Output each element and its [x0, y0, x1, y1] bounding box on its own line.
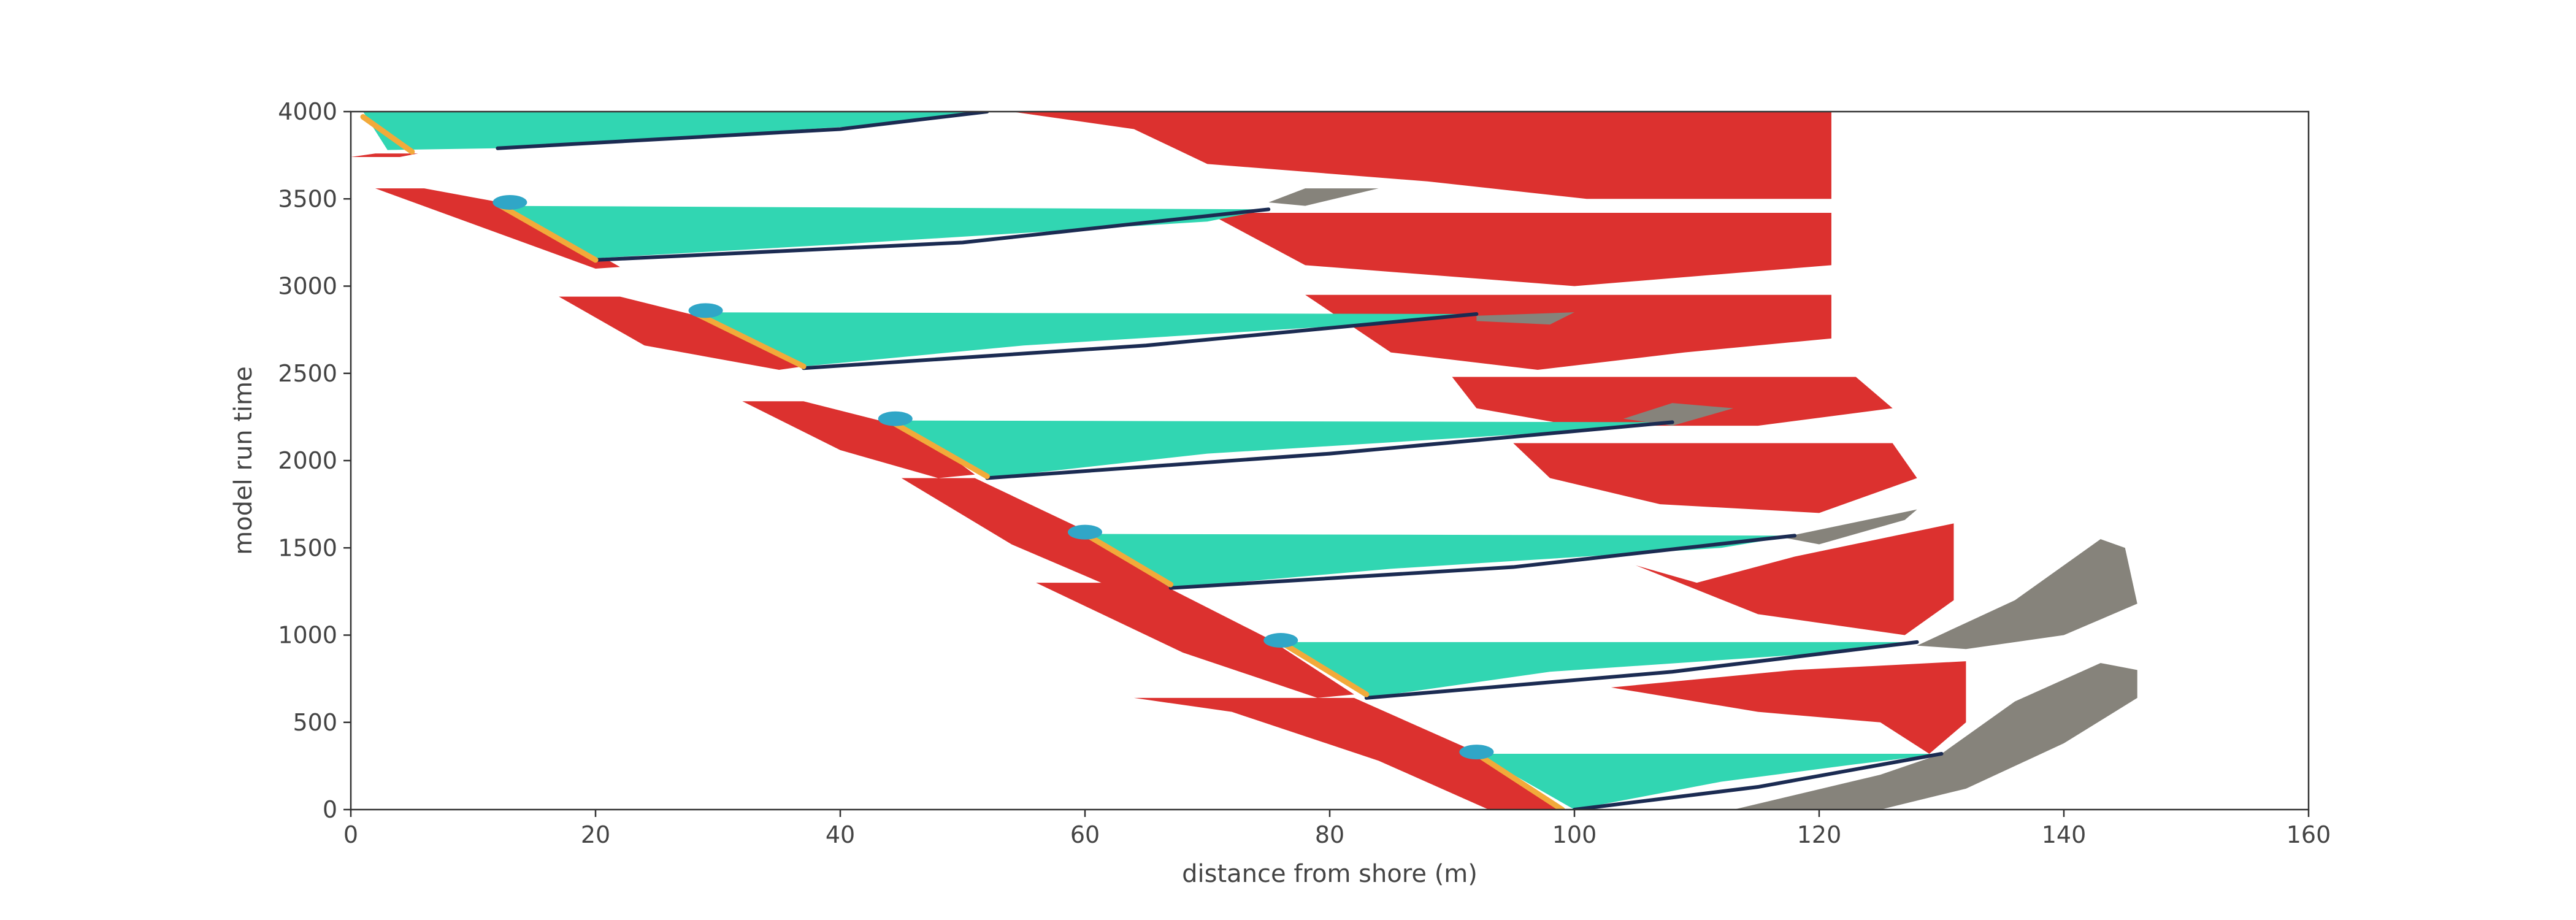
region-red-13	[1611, 661, 1966, 754]
y-tick-label-1: 500	[293, 709, 337, 736]
region-teal-14	[362, 112, 987, 150]
region-teal-20	[1476, 753, 1942, 810]
cap-marker-5	[1459, 745, 1494, 760]
line-navy-6	[1573, 751, 1944, 810]
region-red-4	[901, 478, 1171, 592]
y-tick-label-0: 0	[323, 796, 337, 823]
region-red-0	[351, 153, 418, 157]
y-tick-label-7: 3500	[278, 185, 337, 212]
line-orange-11	[1082, 531, 1174, 588]
line-navy-1	[594, 207, 1271, 262]
region-gray-25	[1917, 539, 2137, 650]
region-red-7	[1011, 112, 1831, 199]
cap-marker-1	[688, 303, 723, 318]
line-navy-0	[496, 112, 989, 150]
x-tick-label-7: 140	[2042, 821, 2087, 848]
region-red-9	[1305, 294, 1831, 370]
y-tick-label-6: 3000	[278, 273, 337, 300]
region-red-3	[742, 401, 975, 478]
x-tick-label-4: 80	[1315, 821, 1344, 848]
line-orange-10	[886, 418, 990, 480]
y-tick-label-4: 2000	[278, 447, 337, 474]
x-tick-label-1: 20	[581, 821, 610, 848]
region-red-12	[1635, 523, 1954, 635]
x-axis-label: distance from shore (m)	[1182, 860, 1478, 888]
line-orange-7	[360, 114, 415, 155]
region-red-11	[1513, 443, 1917, 513]
y-tick-label-3: 1500	[278, 534, 337, 561]
y-tick-label-2: 1000	[278, 622, 337, 649]
x-tick-label-8: 160	[2287, 821, 2331, 848]
line-orange-9	[691, 309, 807, 369]
x-tick-label-5: 100	[1552, 821, 1597, 848]
y-axis-label: model run time	[229, 366, 258, 555]
region-teal-19	[1281, 642, 1917, 698]
region-red-5	[1036, 583, 1354, 698]
line-navy-3	[985, 420, 1674, 480]
x-tick-label-0: 0	[343, 821, 358, 848]
y-tick-label-8: 4000	[278, 98, 337, 125]
region-teal-15	[497, 205, 1269, 258]
region-teal-16	[693, 312, 1477, 367]
x-tick-label-3: 60	[1070, 821, 1100, 848]
line-navy-2	[802, 312, 1479, 370]
cap-marker-0	[493, 194, 527, 210]
x-tick-label-6: 120	[1797, 821, 1842, 848]
line-navy-5	[1364, 640, 1919, 700]
y-tick-label-5: 2500	[278, 360, 337, 387]
line-orange-12	[1278, 639, 1370, 697]
line-orange-13	[1473, 751, 1565, 810]
cap-marker-2	[878, 411, 913, 426]
region-gray-22	[1476, 312, 1574, 325]
region-teal-18	[1085, 534, 1795, 588]
x-tick-label-2: 40	[826, 821, 855, 848]
region-gray-24	[1782, 509, 1917, 545]
region-teal-17	[889, 420, 1673, 478]
region-red-1	[375, 188, 620, 269]
region-red-2	[559, 296, 804, 370]
region-red-8	[1207, 213, 1831, 286]
cap-marker-3	[1068, 524, 1102, 540]
line-orange-8	[494, 201, 599, 263]
region-gray-26	[1733, 663, 2137, 810]
tick-layer: 0 20 40 60 80 100 120 140 160 0 500 1000 1500 2000 250…	[278, 98, 2331, 848]
chart-data-layer	[351, 112, 2137, 810]
line-navy-4	[1168, 534, 1797, 590]
region-red-6	[1133, 697, 1563, 810]
region-gray-23	[1623, 403, 1734, 426]
region-red-10	[1452, 377, 1893, 426]
cap-marker-4	[1263, 633, 1298, 648]
region-gray-21	[1268, 188, 1379, 206]
